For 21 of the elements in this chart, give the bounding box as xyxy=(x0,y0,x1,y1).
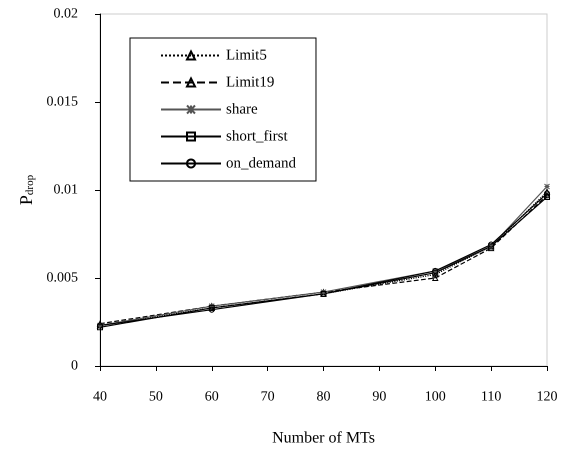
legend-label: short_first xyxy=(226,128,288,144)
y-tick-label: 0.015 xyxy=(46,94,78,110)
y-tick-label: 0.01 xyxy=(54,182,78,198)
y-tick-label: 0.005 xyxy=(46,270,78,286)
x-tick-label: 50 xyxy=(148,390,163,404)
y-tick-label: 0.02 xyxy=(54,6,78,22)
x-tick-label: 120 xyxy=(536,390,558,404)
x-tick-label: 80 xyxy=(316,390,330,404)
x-tick-label: 60 xyxy=(204,390,219,404)
legend-label: Limit19 xyxy=(226,74,274,90)
y-tick-label: 0 xyxy=(71,358,78,374)
legend-label: share xyxy=(226,102,258,118)
legend-label: on_demand xyxy=(226,156,296,172)
x-tick-label: 100 xyxy=(424,390,446,404)
x-tick-label: 70 xyxy=(260,390,275,404)
x-tick-label: 40 xyxy=(93,390,107,404)
x-tick-label: 110 xyxy=(480,390,502,404)
x-tick-label: 90 xyxy=(372,390,386,404)
x-axis-title: Number of MTs xyxy=(272,430,375,446)
y-axis-title: Pdrop xyxy=(16,174,36,206)
legend-label: Limit5 xyxy=(226,48,267,64)
